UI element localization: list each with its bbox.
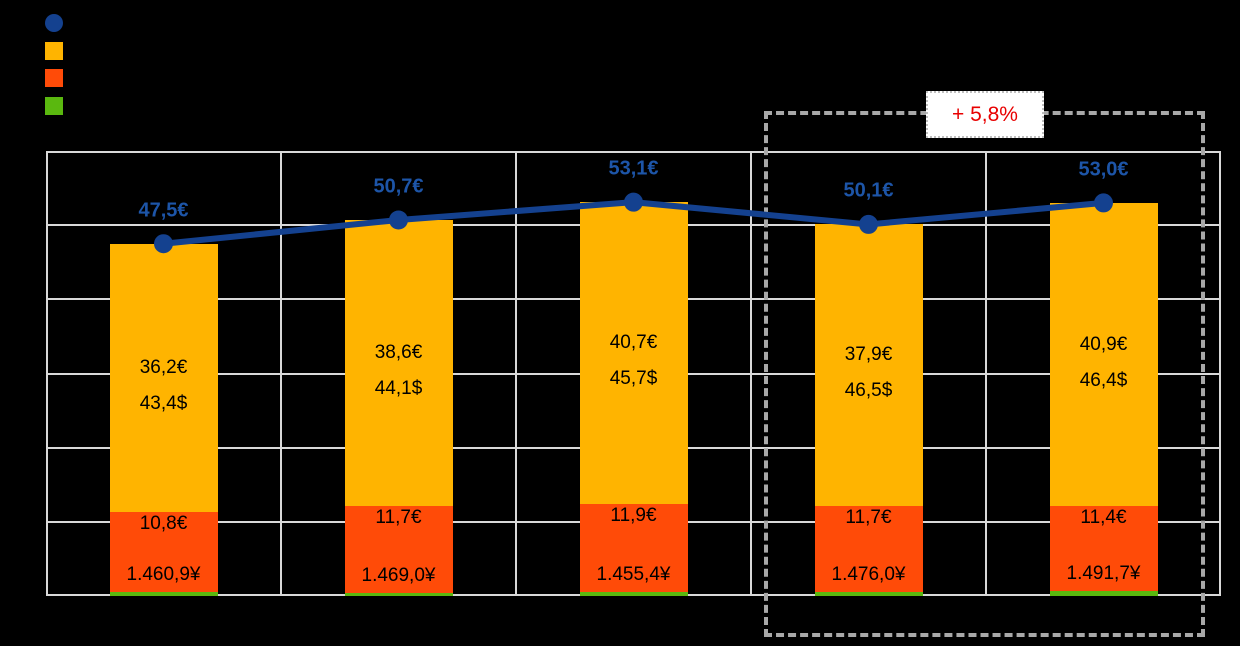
bar-value-label: 40,9€ bbox=[1079, 333, 1128, 355]
bar-segment-orange: 11,7€ 1.469,0¥ bbox=[344, 506, 453, 594]
bar-segment-yellow: 37,9€ 46,5$ bbox=[814, 224, 923, 506]
bar-segment-green bbox=[814, 592, 923, 596]
gridline-vertical bbox=[985, 151, 987, 596]
bar-value-label: 43,4$ bbox=[139, 392, 188, 414]
legend-swatch-yellow-segment-series bbox=[45, 41, 63, 60]
bar-value-label: 1.469,0¥ bbox=[361, 565, 436, 587]
bar-segment-yellow: 36,2€ 43,4$ bbox=[109, 243, 218, 513]
chart-legend bbox=[0, 0, 80, 130]
bar-segment-yellow: 38,6€ 44,1$ bbox=[344, 219, 453, 507]
legend-swatch-total-line-series bbox=[45, 14, 63, 32]
bar-value-label: 11,7€ bbox=[375, 507, 422, 529]
bar-segment-yellow: 40,7€ 45,7$ bbox=[579, 202, 688, 505]
bar-segment-labels-orange: 11,9€ 1.455,4¥ bbox=[580, 504, 688, 592]
line-point-label: 50,1€ bbox=[843, 179, 894, 202]
bar-value-label: 46,4$ bbox=[1079, 369, 1128, 391]
bar-segment-green bbox=[579, 592, 688, 596]
bar-value-label: 1.491,7¥ bbox=[1066, 562, 1141, 584]
growth-annotation-label: + 5,8% bbox=[952, 102, 1018, 126]
bar-value-label: 1.476,0¥ bbox=[831, 564, 906, 586]
bar-segment-labels-orange: 11,7€ 1.476,0¥ bbox=[815, 506, 923, 593]
bar-segment-labels-orange: 11,4€ 1.491,7¥ bbox=[1050, 506, 1158, 591]
bar-segment-orange: 11,7€ 1.476,0¥ bbox=[814, 505, 923, 593]
bar-segment-yellow: 40,9€ 46,4$ bbox=[1049, 202, 1158, 507]
bar-segment-labels-yellow: 38,6€ 44,1$ bbox=[345, 228, 453, 514]
bar-value-label: 44,1$ bbox=[374, 378, 423, 400]
bar-value-label: 46,5$ bbox=[844, 379, 893, 401]
bar-value-label: 40,7€ bbox=[609, 332, 658, 354]
bar-segment-orange: 11,9€ 1.455,4¥ bbox=[579, 504, 688, 593]
legend-swatch-green-segment-series bbox=[45, 96, 63, 115]
bar-value-label: 11,7€ bbox=[845, 506, 892, 528]
bar-segment-green bbox=[344, 593, 453, 596]
legend-swatch-orange-segment-series bbox=[45, 69, 63, 88]
bar-value-label: 36,2€ bbox=[139, 356, 188, 378]
bar-segment-labels-yellow: 40,9€ 46,4$ bbox=[1050, 211, 1158, 514]
bar-segment-labels-yellow: 36,2€ 43,4$ bbox=[110, 252, 218, 520]
bar-value-label: 38,6€ bbox=[374, 342, 423, 364]
line-point-label: 50,7€ bbox=[373, 175, 424, 198]
bar-value-label: 37,9€ bbox=[844, 343, 893, 365]
line-point-label: 53,1€ bbox=[608, 157, 659, 180]
bar-value-label: 11,4€ bbox=[1080, 507, 1127, 529]
bar-segment-labels-yellow: 40,7€ 45,7$ bbox=[580, 210, 688, 512]
bar-segment-labels-orange: 11,7€ 1.469,0¥ bbox=[345, 506, 453, 593]
highlight-dashed-box bbox=[764, 111, 1205, 637]
bar-segment-green bbox=[109, 592, 218, 596]
bar-value-label: 1.455,4¥ bbox=[596, 564, 671, 586]
bar-value-label: 1.460,9¥ bbox=[126, 564, 201, 586]
bar-segment-orange: 10,8€ 1.460,9¥ bbox=[109, 512, 218, 593]
bar-segment-green bbox=[1049, 590, 1158, 596]
line-point-label: 53,0€ bbox=[1078, 158, 1129, 181]
bar-value-label: 10,8€ bbox=[139, 513, 188, 535]
gridline-vertical bbox=[750, 151, 752, 596]
bar-value-label: 11,9€ bbox=[610, 505, 657, 527]
gridline-vertical bbox=[515, 151, 517, 596]
bar-segment-labels-yellow: 37,9€ 46,5$ bbox=[815, 232, 923, 513]
bar-segment-labels-orange: 10,8€ 1.460,9¥ bbox=[110, 512, 218, 592]
line-point-label: 47,5€ bbox=[138, 199, 189, 222]
bar-value-label: 45,7$ bbox=[609, 368, 658, 390]
gridline-vertical bbox=[280, 151, 282, 596]
bar-segment-orange: 11,4€ 1.491,7¥ bbox=[1049, 506, 1158, 591]
growth-annotation: + 5,8% bbox=[926, 91, 1044, 138]
